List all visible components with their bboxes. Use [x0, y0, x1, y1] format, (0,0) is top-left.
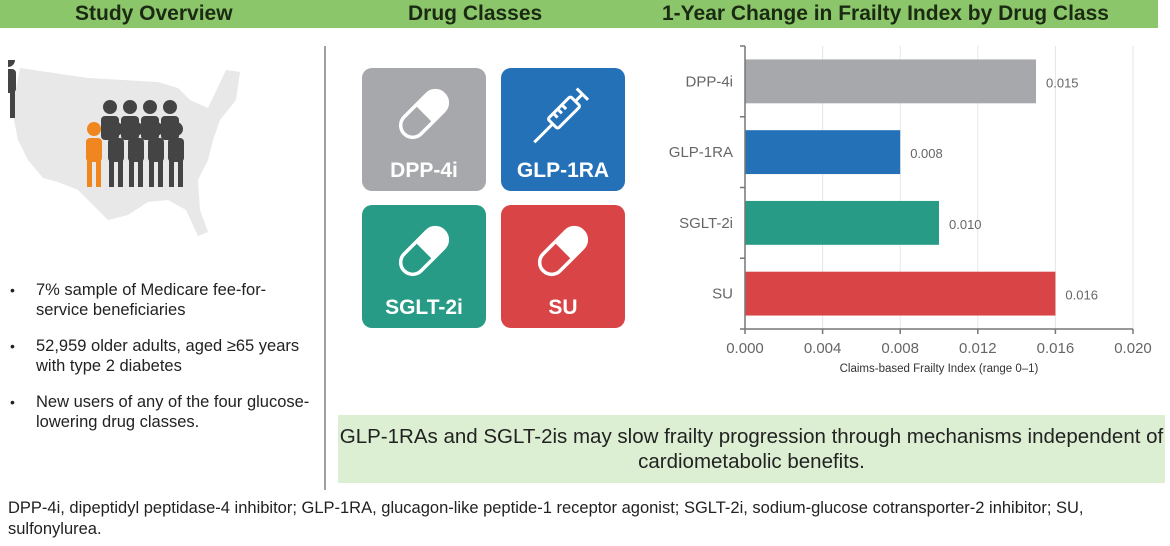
- x-tick-label: 0.016: [1037, 340, 1075, 357]
- study-bullets: 7% sample of Medicare fee-for-service be…: [8, 280, 318, 448]
- bar-su: [745, 271, 1056, 316]
- tile-glp1ra: GLP-1RA: [501, 68, 625, 191]
- x-tick-label: 0.000: [726, 340, 764, 357]
- data-label: 0.015: [1046, 75, 1079, 90]
- x-tick-label: 0.008: [881, 340, 919, 357]
- header-chart-title: 1-Year Change in Frailty Index by Drug C…: [662, 2, 1109, 25]
- x-tick-label: 0.012: [959, 340, 997, 357]
- y-category-label: SU: [712, 286, 733, 303]
- tile-label: DPP-4i: [390, 159, 458, 182]
- data-label: 0.010: [949, 217, 982, 232]
- divider: [324, 46, 326, 490]
- tile-dpp4i: DPP-4i: [362, 68, 486, 191]
- conclusion-box: GLP-1RAs and SGLT-2is may slow frailty p…: [338, 415, 1165, 483]
- people-group-icon: [8, 60, 16, 118]
- bullet-item: New users of any of the four glucose-low…: [8, 392, 318, 432]
- capsule-icon: [398, 88, 450, 140]
- bar-sglt-2i: [745, 200, 939, 245]
- header-study-overview: Study Overview: [75, 2, 233, 25]
- people-group-icon: [86, 100, 184, 187]
- tile-su: SU: [501, 205, 625, 328]
- tile-sglt2i: SGLT-2i: [362, 205, 486, 328]
- header-bar: Study Overview Drug Classes 1-Year Chang…: [0, 0, 1158, 28]
- tile-label: GLP-1RA: [516, 159, 610, 182]
- header-drug-classes: Drug Classes: [408, 2, 543, 25]
- data-label: 0.016: [1065, 288, 1098, 303]
- y-category-label: GLP-1RA: [669, 144, 733, 161]
- capsule-icon: [537, 225, 589, 277]
- bullet-item: 7% sample of Medicare fee-for-service be…: [8, 280, 318, 320]
- data-label: 0.008: [910, 146, 943, 161]
- y-category-label: DPP-4i: [685, 73, 733, 90]
- capsule-icon: [398, 225, 450, 277]
- footnote: DPP-4i, dipeptidyl peptidase-4 inhibitor…: [8, 499, 1084, 538]
- y-category-label: SGLT-2i: [679, 215, 733, 232]
- frailty-bar-chart: 0.000 0.004 0.008 0.012 0.016 0.020 DPP-4i 0.01…: [669, 45, 1152, 375]
- tile-label: SU: [548, 296, 578, 319]
- us-map-icon: [8, 60, 240, 236]
- bullet-item: 52,959 older adults, aged ≥65 years with…: [8, 336, 318, 376]
- x-tick-label: 0.020: [1114, 340, 1152, 357]
- x-tick-label: 0.004: [804, 340, 842, 357]
- bar-dpp-4i: [745, 59, 1036, 104]
- bar-glp-1ra: [745, 130, 901, 175]
- x-axis-label: Claims-based Frailty Index (range 0–1): [840, 363, 1039, 375]
- syringe-icon: [533, 87, 590, 144]
- tile-label: SGLT-2i: [385, 296, 463, 319]
